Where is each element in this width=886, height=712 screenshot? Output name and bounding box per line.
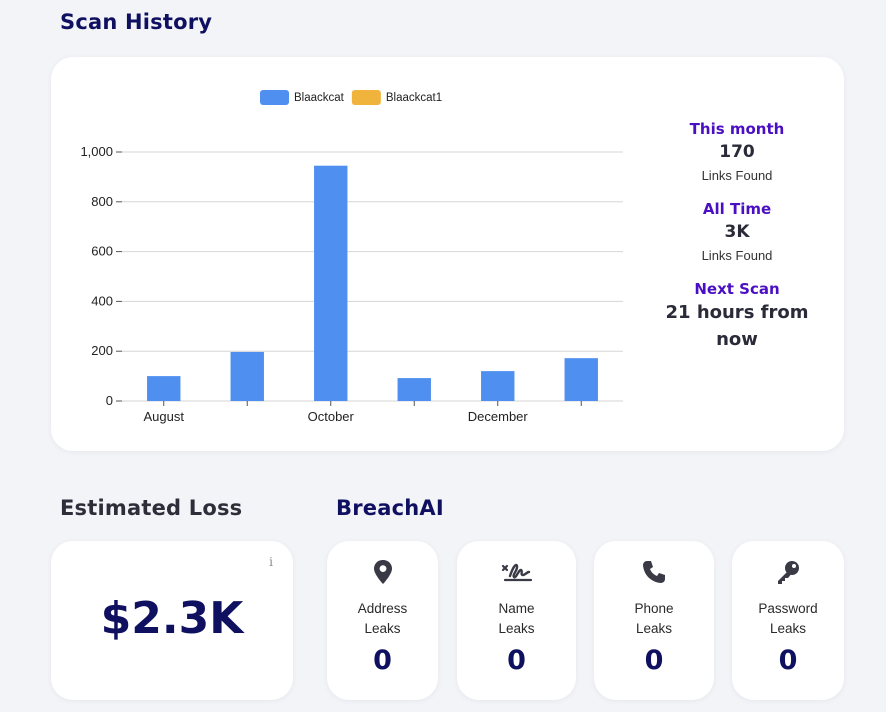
estimated-loss-value: $2.3K [100, 593, 244, 644]
name-leaks-card[interactable]: Name Leaks 0 [457, 541, 576, 700]
stat-next-scan: Next Scan 21 hours from now [651, 279, 823, 353]
legend-swatch-1 [260, 90, 289, 105]
bar-january [564, 358, 598, 401]
estimated-loss-card: i $2.3K [51, 541, 293, 700]
y-tick-label: 400 [91, 293, 113, 308]
phone-leaks-count: 0 [644, 645, 664, 676]
address-leaks-label-line1: Address [357, 601, 408, 616]
y-tick-label: 1,000 [80, 144, 113, 159]
scan-history-title: Scan History [60, 10, 213, 34]
password-leaks-count: 0 [778, 645, 798, 676]
signature-icon [457, 559, 576, 585]
phone-leaks-label: Phone Leaks [594, 599, 714, 639]
stat-next-scan-title: Next Scan [694, 280, 780, 298]
password-leaks-label-line2: Leaks [769, 621, 807, 636]
name-leaks-count: 0 [507, 645, 526, 676]
estimated-loss-title: Estimated Loss [60, 496, 243, 520]
bar-september [230, 351, 264, 401]
bar-october [314, 165, 348, 401]
stat-this-month-title: This month [689, 120, 785, 138]
phone-leaks-card[interactable]: Phone Leaks 0 [594, 541, 714, 700]
x-tick-label: October [308, 409, 355, 424]
address-leaks-label: Address Leaks [327, 599, 438, 639]
y-tick-label: 0 [106, 393, 113, 408]
stat-all-time: All Time 3K Links Found [651, 199, 823, 265]
y-tick-label: 800 [91, 194, 113, 209]
password-leaks-label: Password Leaks [732, 599, 844, 639]
name-leaks-label: Name Leaks [457, 599, 576, 639]
address-leaks-card[interactable]: Address Leaks 0 [327, 541, 438, 700]
stat-next-scan-value-line1: 21 hours from [665, 302, 809, 323]
info-icon[interactable]: i [269, 555, 273, 569]
stat-this-month: This month 170 Links Found [651, 119, 823, 185]
key-icon [732, 559, 844, 585]
stat-this-month-sub: Links Found [701, 168, 773, 183]
bar-december [481, 371, 515, 401]
legend-label-1: Blaackcat [294, 92, 345, 104]
bar-august [147, 376, 181, 401]
y-tick-label: 600 [91, 244, 113, 259]
address-leaks-label-line2: Leaks [364, 621, 401, 636]
password-leaks-label-line1: Password [758, 601, 818, 616]
y-tick-label: 200 [91, 343, 113, 358]
phone-leaks-label-line1: Phone [634, 601, 674, 616]
stat-all-time-value: 3K [724, 222, 750, 242]
breachai-title: BreachAI [336, 496, 444, 520]
address-leaks-count: 0 [373, 645, 392, 676]
password-leaks-card[interactable]: Password Leaks 0 [732, 541, 844, 700]
location-pin-icon [327, 559, 438, 585]
phone-leaks-label-line2: Leaks [635, 621, 673, 636]
stat-all-time-sub: Links Found [701, 248, 773, 263]
scan-stats: This month 170 Links Found All Time 3K L… [651, 119, 823, 367]
stat-next-scan-value-line2: now [716, 329, 758, 350]
x-tick-label: August [144, 409, 185, 424]
name-leaks-label-line1: Name [498, 601, 535, 616]
x-tick-label: December [468, 409, 529, 424]
stat-all-time-title: All Time [702, 200, 772, 218]
scan-history-card: 0 200 400 600 800 1,000 August October December B… [51, 57, 844, 451]
scan-history-chart: 0 200 400 600 800 1,000 August October December B… [80, 90, 623, 424]
name-leaks-label-line2: Leaks [498, 621, 535, 636]
bar-november [397, 378, 431, 401]
legend-swatch-2 [351, 90, 381, 105]
phone-icon [594, 559, 714, 585]
legend-label-2: Blaackcat1 [386, 92, 442, 104]
stat-this-month-value: 170 [719, 142, 755, 162]
